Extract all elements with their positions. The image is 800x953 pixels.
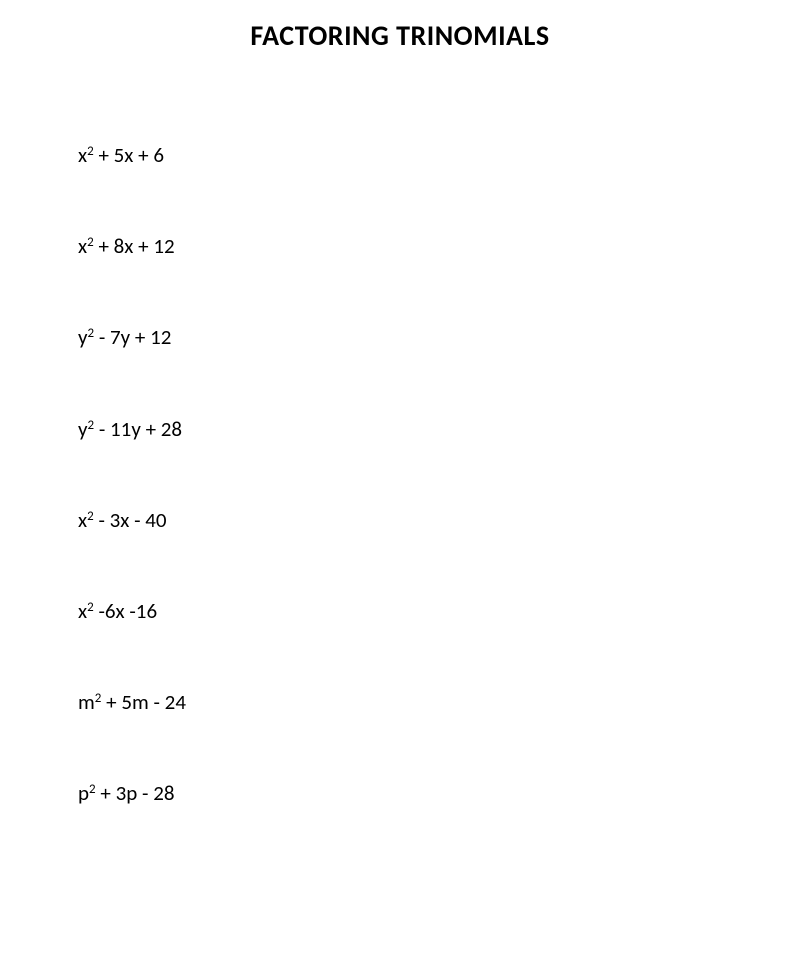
problem-variable: y — [78, 416, 88, 442]
problems-list: x2 + 5x + 6 x2 + 8x + 12 y2 - 7y + 12 y2… — [0, 143, 800, 807]
problem-item: m2 + 5m - 24 — [78, 690, 800, 715]
problem-variable: m — [78, 689, 95, 715]
problem-item: x2 + 5x + 6 — [78, 143, 800, 168]
problem-rest: + 5x + 6 — [94, 142, 164, 168]
problem-item: p2 + 3p - 28 — [78, 781, 800, 806]
problem-exponent: 2 — [88, 326, 95, 341]
problem-variable: p — [78, 780, 89, 806]
problem-item: y2 - 7y + 12 — [78, 325, 800, 350]
problem-rest: + 3p - 28 — [96, 780, 175, 806]
problem-exponent: 2 — [87, 144, 94, 159]
problem-exponent: 2 — [89, 782, 96, 797]
page-title: FACTORING TRINOMIALS — [0, 18, 800, 53]
problem-rest: - 3x - 40 — [94, 507, 167, 533]
problem-item: x2 + 8x + 12 — [78, 234, 800, 259]
problem-rest: - 7y + 12 — [94, 324, 171, 350]
problem-rest: + 5m - 24 — [101, 689, 186, 715]
problem-item: y2 - 11y + 28 — [78, 417, 800, 442]
problem-rest: - 11y + 28 — [94, 416, 182, 442]
problem-rest: + 8x + 12 — [94, 233, 175, 259]
problem-item: x2 - 3x - 40 — [78, 508, 800, 533]
problem-variable: y — [78, 324, 88, 350]
worksheet-page: FACTORING TRINOMIALS x2 + 5x + 6 x2 + 8x… — [0, 0, 800, 953]
problem-variable: x — [78, 142, 87, 168]
problem-exponent: 2 — [87, 509, 94, 524]
problem-variable: x — [78, 598, 87, 624]
problem-exponent: 2 — [88, 418, 95, 433]
problem-exponent: 2 — [87, 600, 94, 615]
problem-variable: x — [78, 233, 87, 259]
problem-item: x2 -6x -16 — [78, 599, 800, 624]
problem-exponent: 2 — [95, 691, 102, 706]
problem-exponent: 2 — [87, 235, 94, 250]
problem-variable: x — [78, 507, 87, 533]
problem-rest: -6x -16 — [94, 598, 157, 624]
